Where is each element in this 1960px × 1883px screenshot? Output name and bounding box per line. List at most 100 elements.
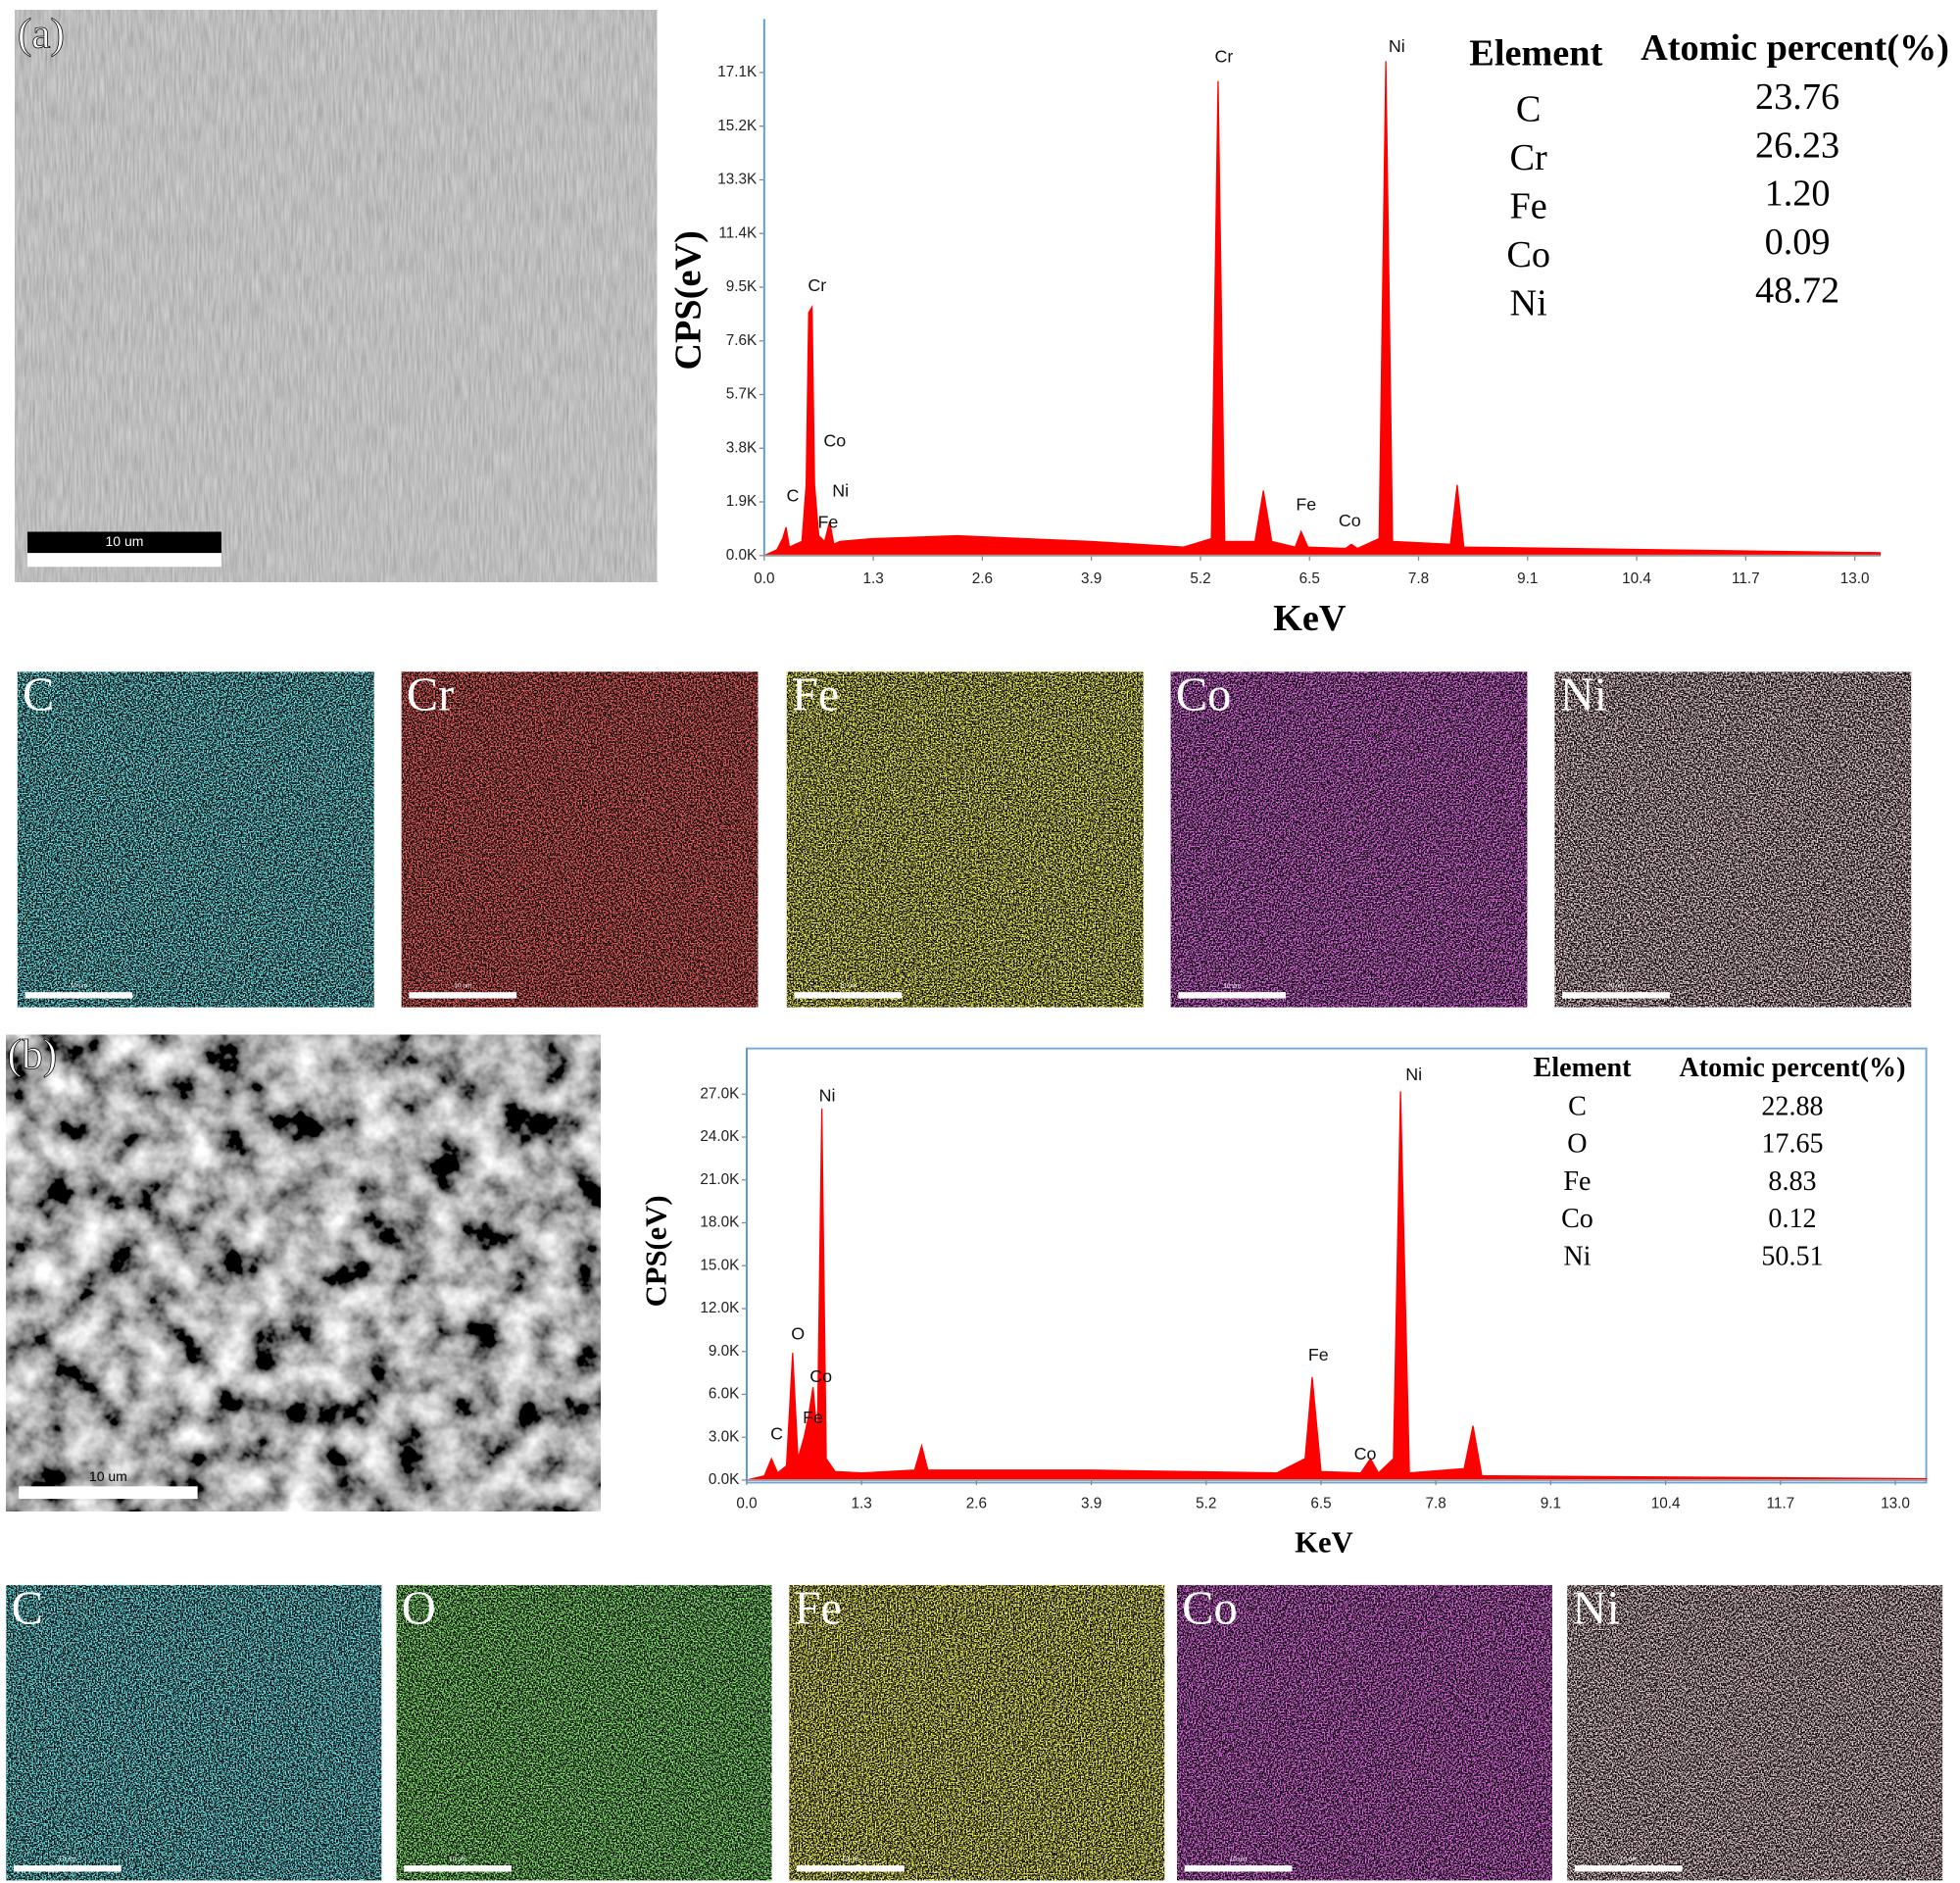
table-cell: Ni [1563, 1241, 1591, 1271]
table-cell: Fe [1510, 186, 1547, 227]
y-tick-label: 5.7K [726, 386, 758, 403]
map-scale-bar [404, 1865, 513, 1872]
element-map [1177, 1585, 1552, 1881]
table-header: Atomic percent(%) [1641, 27, 1949, 69]
table-cell: Cr [1510, 137, 1548, 178]
y-tick-label: 7.6K [726, 332, 758, 349]
x-tick-label: 0.0 [754, 570, 774, 587]
y-tick-label: 3.0K [709, 1428, 740, 1445]
scale-bar-label: 10 um [89, 1468, 127, 1484]
sem-image [6, 1034, 601, 1511]
x-tick-label: 13.0 [1881, 1495, 1910, 1511]
map-scale-bar [1178, 992, 1287, 999]
map-scale-bar-label: 10 um [71, 982, 88, 989]
plot-frame [746, 1047, 1928, 1484]
scale-bar [19, 1486, 198, 1500]
y-tick-label: 12.0K [700, 1300, 740, 1316]
x-tick-label: 1.3 [852, 1495, 872, 1511]
y-tick-label: 0.0K [709, 1471, 740, 1488]
x-tick-label: 0.0 [736, 1495, 757, 1511]
element-map [401, 671, 759, 1008]
y-axis-title: CPS(eV) [640, 1195, 673, 1307]
element-map-label: Co [1176, 669, 1232, 721]
x-tick-label: 6.5 [1299, 570, 1320, 587]
y-tick-label: 21.0K [700, 1171, 740, 1188]
y-tick-label: 13.3K [717, 172, 758, 188]
element-map-label: Cr [407, 669, 455, 721]
x-tick-label: 3.9 [1081, 570, 1102, 587]
table-cell: 0.12 [1768, 1204, 1816, 1234]
y-tick-label: 1.9K [726, 493, 758, 510]
element-map-label: Co [1182, 1582, 1238, 1634]
peak-label: Cr [808, 275, 826, 295]
map-scale-bar [1184, 1865, 1293, 1872]
x-axis-title: KeV [1295, 1525, 1353, 1559]
map-scale-bar-label: 10 um [454, 982, 471, 989]
x-axis-title: KeV [1273, 598, 1347, 639]
x-tick-label: 7.8 [1426, 1495, 1446, 1511]
element-map-label: O [402, 1582, 436, 1634]
table-cell: Co [1561, 1204, 1593, 1234]
table-cell: 8.83 [1768, 1166, 1816, 1197]
peak-label: Cr [1214, 46, 1233, 66]
peak-label: Ni [819, 1086, 836, 1106]
element-map [1567, 1585, 1943, 1881]
x-tick-label: 5.2 [1190, 570, 1210, 587]
y-tick-label: 3.8K [726, 439, 758, 456]
peak-label: Co [1354, 1444, 1377, 1463]
table-cell: C [1568, 1091, 1587, 1121]
element-map-label: C [11, 1582, 42, 1634]
element-map-label: C [23, 669, 54, 721]
y-tick-label: 6.0K [709, 1386, 740, 1403]
scale-bar-line [27, 553, 221, 568]
element-map [1170, 671, 1528, 1008]
element-map [17, 671, 374, 1008]
peak-label: C [770, 1424, 783, 1444]
table-cell: 50.51 [1761, 1241, 1823, 1271]
x-tick-label: 5.2 [1196, 1495, 1216, 1511]
map-scale-bar [409, 992, 517, 999]
map-scale-bar-label: 10 um [1607, 982, 1625, 989]
map-scale-bar [797, 1865, 905, 1872]
map-scale-bar [1574, 1865, 1683, 1872]
peak-label: Co [823, 430, 846, 450]
element-map-label: Fe [794, 1582, 842, 1634]
scale-bar-label: 10 um [106, 533, 144, 549]
map-scale-bar [794, 992, 903, 999]
y-axis-title: CPS(eV) [668, 230, 710, 370]
spectrum-area [763, 61, 1881, 557]
x-tick-label: 3.9 [1081, 1495, 1102, 1511]
peak-label: C [786, 486, 799, 506]
y-tick-label: 15.0K [700, 1257, 740, 1273]
element-map-label: Ni [1560, 669, 1608, 721]
element-map [396, 1585, 772, 1881]
y-tick-label: 18.0K [700, 1214, 740, 1231]
peak-label: Fe [803, 1408, 823, 1427]
table-cell: 26.23 [1755, 124, 1839, 166]
table-cell: 23.76 [1755, 76, 1839, 118]
scale-bar [27, 531, 221, 554]
element-map [6, 1585, 382, 1881]
table-cell: 1.20 [1765, 173, 1831, 215]
element-map-label: Fe [792, 669, 840, 721]
panel-label: (a) [18, 10, 65, 57]
y-tick-label: 9.5K [726, 278, 758, 295]
map-scale-bar-label: 10 um [59, 1856, 76, 1862]
peak-label: Ni [1389, 36, 1405, 56]
table-header: Element [1534, 1053, 1632, 1083]
table-cell: 22.88 [1761, 1091, 1823, 1121]
map-scale-bar [24, 992, 133, 999]
y-tick-label: 17.1K [717, 64, 758, 80]
x-tick-label: 7.8 [1408, 570, 1429, 587]
x-tick-label: 13.0 [1840, 570, 1870, 587]
map-scale-bar-label: 10 um [1230, 1856, 1248, 1862]
element-map [786, 671, 1144, 1008]
x-tick-label: 1.3 [862, 570, 883, 587]
element-map-label: Ni [1572, 1582, 1620, 1634]
peak-label: Co [1339, 511, 1361, 530]
y-tick-label: 9.0K [709, 1343, 740, 1360]
map-scale-bar-label: 10 um [839, 982, 857, 989]
element-map [789, 1585, 1165, 1881]
x-tick-label: 2.6 [972, 570, 993, 587]
